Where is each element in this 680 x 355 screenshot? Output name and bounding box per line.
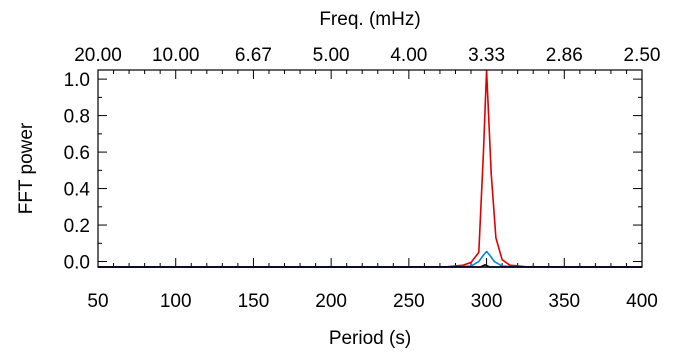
plot-frame: [97, 69, 643, 268]
axes-layer: 50 100 150 200 250 300 350 400 20.00 10.00 6.67 5.0…: [64, 45, 661, 312]
x2-tick-label: 2.50: [624, 45, 661, 66]
y-tick-label: 0.4: [64, 180, 91, 201]
series-layer: [98, 69, 642, 268]
y-tick-label: 0.8: [64, 107, 90, 128]
x2-tick-label: 6.67: [235, 45, 272, 66]
x2-tick-label: 5.00: [313, 45, 350, 66]
x-tick-label: 400: [626, 291, 658, 312]
x-tick-label: 100: [160, 291, 192, 312]
x-tick-label: 150: [238, 291, 270, 312]
x-tick-label: 350: [548, 291, 580, 312]
y-tick-label: 0.0: [64, 253, 90, 274]
x-tick-label: 200: [315, 291, 347, 312]
x-tick-label: 300: [471, 291, 503, 312]
y-tick-label: 1.0: [64, 70, 90, 91]
x2-tick-label: 20.00: [74, 45, 122, 66]
series-line-1: [98, 250, 642, 268]
y-tick-label: 0.2: [64, 216, 90, 237]
x-tick-label: 250: [393, 291, 425, 312]
x2-tick-label: 2.86: [546, 45, 583, 66]
y-tick-label: 0.6: [64, 143, 90, 164]
series-line-0: [98, 69, 642, 268]
x2-tick-label: 10.00: [152, 45, 200, 66]
x2-tick-label: 4.00: [390, 45, 427, 66]
x-tick-label: 50: [87, 291, 108, 312]
y-axis-label: FFT power: [16, 122, 37, 214]
x2-tick-label: 3.33: [468, 45, 505, 66]
x-axis-label: Period (s): [329, 328, 411, 349]
top-axis-label: Freq. (mHz): [319, 9, 420, 30]
